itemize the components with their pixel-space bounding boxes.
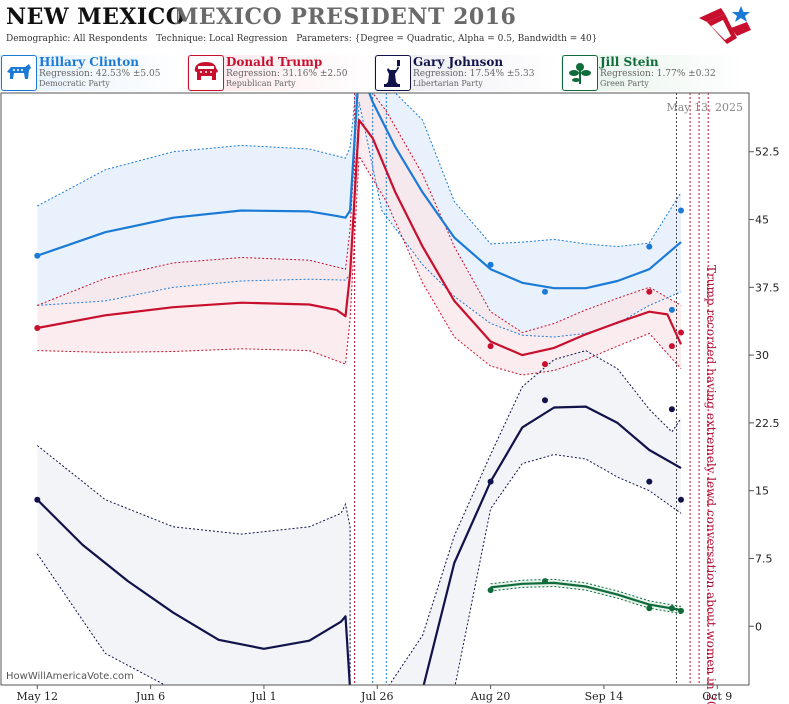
demographic-label: Demographic: All Respondents [6, 34, 148, 44]
donald-trump-poll-point[interactable] [646, 288, 653, 295]
jill-stein-poll-point[interactable] [542, 578, 548, 585]
gary-johnson-confidence-band [37, 350, 681, 685]
y-tick-label: 37.5 [755, 281, 780, 294]
y-tick-label: 45 [755, 214, 769, 227]
donald-trump-trend-line [37, 119, 683, 357]
elephant-icon [188, 55, 224, 91]
parameters-label: Parameters: {Degree = Quadratic, Alpha =… [296, 34, 598, 44]
hillary-clinton-trend-line [36, 93, 682, 290]
y-tick-label: 7.5 [755, 552, 773, 565]
x-tick-label: Jul 1 [250, 690, 277, 703]
hillary-clinton-poll-point[interactable] [34, 252, 41, 259]
candidate-regression: Regression: 42.53% ±5.05 [39, 69, 161, 79]
date-stamp: May 13, 2025 [666, 101, 743, 114]
donkey-icon [1, 55, 37, 91]
technique-label: Technique: Local Regression [156, 34, 288, 44]
x-tick-label: Aug 20 [470, 690, 511, 703]
candidate-regression: Regression: 1.77% ±0.32 [600, 69, 716, 79]
gary-johnson-trend-line [36, 405, 682, 685]
donald-trump-poll-point[interactable] [668, 343, 675, 350]
gary-johnson-poll-point[interactable] [668, 406, 675, 413]
x-tick-label: May 12 [17, 690, 59, 703]
gary-johnson-poll-point[interactable] [678, 496, 684, 503]
gary-johnson-poll-point[interactable] [34, 496, 41, 503]
plot-frame [0, 92, 750, 686]
parameters-line: Demographic: All Respondents Technique: … [6, 34, 603, 44]
donald-trump-poll-point[interactable] [542, 361, 548, 368]
event-annotation: Trump recorded having extremely lewd con… [704, 265, 718, 704]
watermark: HowWillAmericaVote.com [6, 671, 134, 682]
candidate-name: Donald Trump [226, 55, 323, 69]
hillary-clinton-poll-point[interactable] [668, 306, 675, 313]
y-tick-label: 30 [755, 349, 769, 362]
donald-trump-poll-point[interactable] [34, 325, 41, 331]
legend-jill-stein[interactable]: Jill Stein Regression: 1.77% ±0.32 Green… [561, 55, 747, 91]
page-title-state: NEW MEXICO [6, 4, 186, 30]
legend-donald-trump[interactable]: Donald Trump Regression: 31.16% ±2.50 Re… [187, 55, 373, 91]
jill-stein-poll-point[interactable] [678, 607, 684, 614]
jill-stein-lower-bound [490, 585, 682, 615]
jill-stein-trend-line [490, 581, 682, 612]
candidate-party: Democratic Party [39, 79, 110, 88]
y-tick-label: 52.5 [755, 146, 780, 159]
candidate-party: Republican Party [226, 79, 296, 88]
candidate-party: Green Party [600, 79, 649, 88]
green-flower-icon [562, 55, 598, 91]
x-tick-label: Jul 26 [360, 690, 394, 703]
gary-johnson-poll-point[interactable] [542, 397, 548, 404]
gary-johnson-poll-point[interactable] [646, 478, 653, 485]
gary-johnson-upper-bound [36, 350, 682, 685]
candidate-regression: Regression: 31.16% ±2.50 [226, 69, 348, 79]
y-tick-label: 22.5 [755, 417, 780, 430]
site-logo-icon[interactable] [697, 4, 753, 48]
candidate-party: Libertarian Party [413, 79, 483, 88]
hillary-clinton-upper-bound [37, 93, 682, 248]
candidate-name: Jill Stein [600, 55, 659, 69]
gary-johnson-poll-point[interactable] [487, 478, 494, 485]
hillary-clinton-poll-point[interactable] [646, 243, 653, 250]
donald-trump-upper-bound [37, 93, 682, 334]
donald-trump-poll-point[interactable] [678, 329, 684, 336]
x-tick-label: Oct 9 [702, 690, 732, 703]
statue-of-liberty-icon [375, 55, 411, 91]
jill-stein-poll-point[interactable] [487, 587, 494, 594]
candidate-name: Hillary Clinton [39, 55, 139, 69]
donald-trump-lower-bound [37, 154, 682, 376]
jill-stein-upper-bound [490, 578, 682, 607]
y-tick-label: 0 [755, 620, 762, 633]
y-tick-label: 15 [755, 485, 769, 498]
jill-stein-poll-point[interactable] [668, 605, 675, 612]
jill-stein-poll-point[interactable] [646, 605, 653, 612]
donald-trump-poll-point[interactable] [487, 343, 494, 350]
hillary-clinton-poll-point[interactable] [542, 288, 548, 295]
x-tick-label: Sep 14 [585, 690, 624, 703]
candidate-regression: Regression: 17.54% ±5.33 [413, 69, 535, 79]
legend-gary-johnson[interactable]: Gary Johnson Regression: 17.54% ±5.33 Li… [374, 55, 560, 91]
candidate-name: Gary Johnson [413, 55, 504, 69]
gary-johnson-lower-bound [36, 453, 682, 685]
legend-hillary-clinton[interactable]: Hillary Clinton Regression: 42.53% ±5.05… [0, 55, 186, 91]
hillary-clinton-poll-point[interactable] [678, 207, 684, 214]
header: NEW MEXICO MEXICO PRESIDENT 2016 Demogra… [0, 0, 789, 50]
hillary-clinton-poll-point[interactable] [487, 261, 494, 268]
x-tick-label: Jun 6 [135, 690, 165, 703]
page-title-race: MEXICO PRESIDENT 2016 [174, 4, 517, 30]
